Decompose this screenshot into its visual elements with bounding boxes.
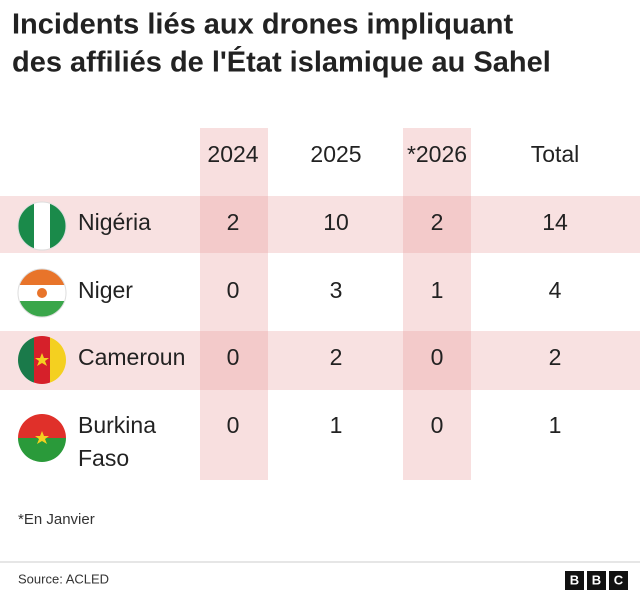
column-header: Total [531,141,580,167]
cell-value: 0 [431,344,444,370]
row-band [0,196,640,253]
logo-letter: B [592,572,601,587]
country-name: Niger [78,277,133,303]
cell-value: 0 [227,344,240,370]
column-band [403,128,471,480]
column-band [200,128,268,480]
cell-value: 0 [431,412,444,438]
flag-border [17,268,67,318]
source: Source: ACLED [18,571,109,586]
cell-value: 3 [330,277,343,303]
row-band [0,331,640,390]
cell-value: 1 [549,412,562,438]
flag-border [17,201,67,251]
title: des affiliés de l'État islamique au Sahe… [12,45,551,79]
cell-value: 2 [227,209,240,235]
column-header: 2024 [207,141,258,167]
column-header: *2026 [407,141,467,167]
footnote: *En Janvier [18,511,95,528]
cell-value: 2 [431,209,444,235]
cell-value: 1 [431,277,444,303]
cell-value: 14 [542,209,568,235]
country-name: Burkina [78,412,156,438]
logo-block [609,571,628,590]
flag-nigeria [18,202,66,250]
flag-cameroon [18,336,66,384]
cell-value: 2 [330,344,343,370]
cell-value: 0 [227,412,240,438]
logo-block [565,571,584,590]
country-name: Cameroun [78,344,185,370]
row-bands [0,128,640,480]
logo-letter: B [570,572,579,587]
column-header: 2025 [310,141,361,167]
flag-burkina-faso [18,414,66,462]
cell-value: 4 [549,277,562,303]
cell-value: 10 [323,209,349,235]
cell-value: 1 [330,412,343,438]
flag-niger [18,269,66,317]
cell-value: 2 [549,344,562,370]
country-name: Nigéria [78,209,151,235]
logo-letter: C [614,572,624,587]
cell-value: 0 [227,277,240,303]
country-name: Faso [78,445,129,471]
logo-block [587,571,606,590]
title: Incidents liés aux drones impliquant [12,9,513,41]
